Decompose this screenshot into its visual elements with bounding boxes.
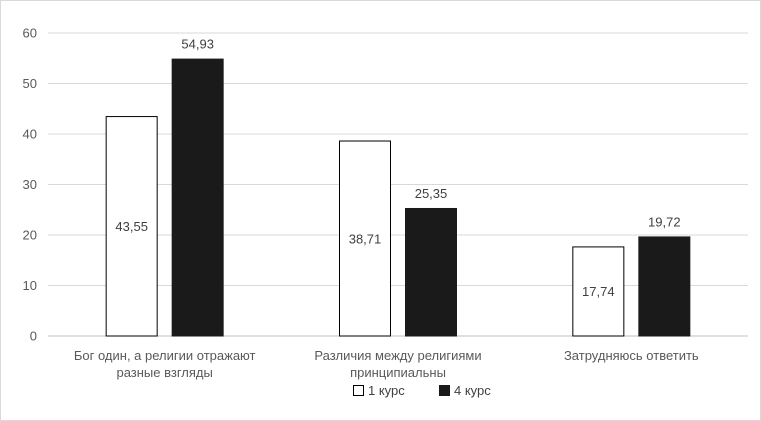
y-axis-ticks: 0 10 20 30 40 50 60 bbox=[23, 26, 37, 344]
category-label: Затрудняюсь ответить bbox=[564, 348, 699, 363]
data-label: 54,93 bbox=[181, 37, 214, 52]
y-tick-label: 30 bbox=[23, 177, 37, 192]
legend-swatch bbox=[439, 385, 450, 396]
bar-series1-cat1 bbox=[105, 116, 158, 337]
data-label: 38,71 bbox=[349, 231, 382, 246]
legend-label: 1 курс bbox=[368, 383, 405, 398]
y-tick-label: 60 bbox=[23, 26, 37, 41]
y-tick-label: 40 bbox=[23, 127, 37, 142]
data-label: 17,74 bbox=[582, 284, 615, 299]
data-labels: 43,55 54,93 38,71 25,35 17,74 19,72 bbox=[115, 37, 680, 300]
bar-series1-cat2 bbox=[339, 140, 391, 337]
data-label: 19,72 bbox=[648, 214, 681, 229]
category-label: Бог один, а религии отражают разные взгля… bbox=[74, 348, 256, 380]
bar-series2-cat2 bbox=[405, 207, 457, 337]
bar-series1-cat3 bbox=[572, 246, 625, 337]
bar-series2-cat1 bbox=[171, 58, 224, 337]
category-labels: Бог один, а религии отражают разные взгля… bbox=[74, 348, 699, 380]
bar-series2-cat3 bbox=[638, 236, 691, 337]
data-label: 25,35 bbox=[415, 186, 448, 201]
y-tick-label: 50 bbox=[23, 76, 37, 91]
y-tick-label: 0 bbox=[30, 329, 37, 344]
y-tick-label: 10 bbox=[23, 278, 37, 293]
bars bbox=[105, 58, 691, 337]
legend-label: 4 курс bbox=[454, 383, 491, 398]
gridlines bbox=[48, 32, 748, 337]
y-tick-label: 20 bbox=[23, 228, 37, 243]
legend-swatch bbox=[353, 385, 364, 396]
category-label: Различия между религиями принципиальны bbox=[314, 348, 481, 380]
data-label: 43,55 bbox=[115, 219, 148, 234]
legend: 1 курс 4 курс bbox=[353, 383, 491, 398]
